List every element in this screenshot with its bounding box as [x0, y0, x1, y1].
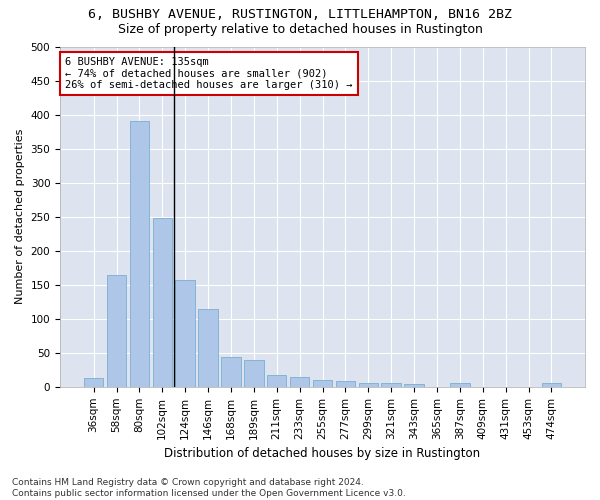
Bar: [359, 382, 378, 387]
Bar: [107, 274, 126, 387]
Bar: [404, 384, 424, 387]
Text: Size of property relative to detached houses in Rustington: Size of property relative to detached ho…: [118, 22, 482, 36]
Y-axis label: Number of detached properties: Number of detached properties: [15, 129, 25, 304]
Text: 6, BUSHBY AVENUE, RUSTINGTON, LITTLEHAMPTON, BN16 2BZ: 6, BUSHBY AVENUE, RUSTINGTON, LITTLEHAMP…: [88, 8, 512, 20]
Bar: [267, 374, 286, 387]
Bar: [313, 380, 332, 387]
Bar: [290, 376, 310, 387]
Bar: [84, 378, 103, 387]
Bar: [199, 309, 218, 387]
Bar: [542, 384, 561, 387]
Bar: [382, 384, 401, 387]
Bar: [152, 218, 172, 387]
Text: 6 BUSHBY AVENUE: 135sqm
← 74% of detached houses are smaller (902)
26% of semi-d: 6 BUSHBY AVENUE: 135sqm ← 74% of detache…: [65, 56, 353, 90]
Text: Contains HM Land Registry data © Crown copyright and database right 2024.
Contai: Contains HM Land Registry data © Crown c…: [12, 478, 406, 498]
X-axis label: Distribution of detached houses by size in Rustington: Distribution of detached houses by size …: [164, 447, 481, 460]
Bar: [335, 380, 355, 387]
Bar: [221, 357, 241, 387]
Bar: [450, 384, 470, 387]
Bar: [175, 280, 195, 387]
Bar: [244, 360, 263, 387]
Bar: [130, 122, 149, 387]
